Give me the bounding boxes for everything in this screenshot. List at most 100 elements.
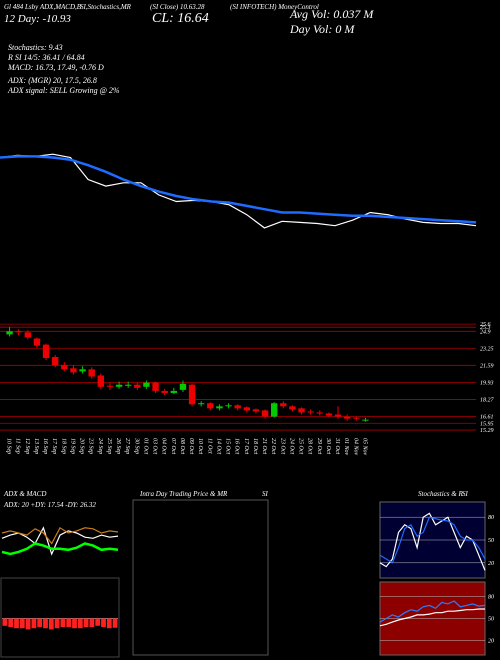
x-tick-label: 11 Sep <box>15 438 21 454</box>
x-tick-label: 19 Sep <box>69 438 75 454</box>
y-tick-label: 15.29 <box>480 428 494 434</box>
candle-body <box>298 408 305 413</box>
candle-body <box>179 383 187 390</box>
close-price: CL: 16.64 <box>152 11 209 26</box>
bar <box>112 618 118 628</box>
bar <box>72 618 77 629</box>
x-tick-label: 24 Oct <box>288 438 295 454</box>
bar <box>95 618 101 626</box>
y-tick-label: 25.6 <box>480 322 491 328</box>
x-tick-label: 23 Oct <box>279 438 285 454</box>
candle-body <box>334 414 342 417</box>
x-tick-label: 26 Sep <box>115 438 121 454</box>
bar <box>19 618 25 629</box>
panel-title: SI <box>462 490 469 498</box>
candle-body <box>61 365 68 370</box>
y-tick-label: 23.25 <box>480 346 494 352</box>
bar <box>54 618 60 629</box>
x-tick-label: 17 Sep <box>51 438 57 454</box>
candle-body <box>88 369 95 377</box>
line-series <box>1 526 119 556</box>
x-tick-label: 10 Oct <box>197 438 203 454</box>
bar <box>66 618 72 628</box>
info-line: ADX signal: SELL Growing @ 2% <box>7 86 120 95</box>
x-tick-label: 30 Oct <box>325 437 331 454</box>
candle-body <box>188 384 196 405</box>
bar <box>25 618 31 630</box>
y-tick-label: 16.61 <box>480 414 494 420</box>
y-tick-label: 20 <box>488 638 494 644</box>
line-series <box>0 155 477 224</box>
candle-body <box>79 369 86 372</box>
y-tick-label: 50 <box>488 538 494 544</box>
x-tick-label: 22 Oct <box>270 438 276 454</box>
line-series <box>379 512 486 571</box>
x-tick-label: 27 Sep <box>124 438 130 454</box>
x-tick-label: 03 Oct <box>152 438 158 454</box>
panel-frame <box>132 499 269 656</box>
candle-body <box>307 411 314 413</box>
x-tick-label: 17 Oct <box>243 438 249 454</box>
line-series <box>1 542 119 556</box>
bar <box>89 618 95 628</box>
header-text: Gl 484 Lsby ADX,MACD,B <box>4 3 82 11</box>
x-tick-label: 12 Sep <box>24 438 30 454</box>
panel-title: ADX & MACD <box>3 490 46 498</box>
bar <box>14 618 19 629</box>
info-line: R SI 14/5: 36.41 / 64.84 <box>7 53 85 62</box>
candle-body <box>33 338 41 346</box>
x-tick-label: 18 Oct <box>252 438 258 454</box>
candle-body <box>24 332 32 338</box>
candle-body <box>216 406 223 409</box>
header-text: SI,Stochastics,MR <box>80 3 132 11</box>
candle-body <box>197 403 205 405</box>
candle-body <box>234 405 241 409</box>
line-series <box>1 526 119 545</box>
x-tick-label: 07 Oct <box>170 438 176 454</box>
day-volume: Day Vol: 0 M <box>289 22 355 36</box>
x-tick-label: 14 Oct <box>215 438 222 454</box>
candle-body <box>289 406 296 410</box>
x-tick-label: 24 Sep <box>97 438 104 454</box>
candle-body <box>207 403 214 409</box>
candle-body <box>106 385 114 387</box>
bar <box>37 618 43 628</box>
x-tick-label: 08 Oct <box>179 438 185 454</box>
panel-frame <box>0 577 120 658</box>
y-tick-label: 80 <box>488 515 494 521</box>
candle-body <box>124 384 132 386</box>
bar <box>43 618 48 629</box>
bar <box>8 618 14 628</box>
x-tick-label: 13 Sep <box>33 438 39 454</box>
bar <box>106 618 112 629</box>
header-text: (SI INFOTECH) MoneyControl <box>230 3 319 11</box>
avg-volume: Avg Vol: 0.037 M <box>289 7 374 21</box>
candle-body <box>42 344 50 359</box>
x-tick-label: 10 Sep <box>6 438 12 454</box>
x-tick-label: 15 Oct <box>225 438 231 454</box>
bar <box>83 618 89 628</box>
x-tick-label: 01 Nov <box>343 438 349 456</box>
line-series <box>379 516 486 564</box>
y-tick-label: 25.3 <box>480 325 491 331</box>
candle-body <box>15 331 22 333</box>
bar <box>2 618 8 626</box>
x-tick-label: 20 Sep <box>79 438 85 454</box>
candle-body <box>134 384 141 388</box>
y-tick-label: 80 <box>488 595 494 601</box>
candle-body <box>353 417 360 419</box>
candle-body <box>243 407 251 411</box>
candle-body <box>152 382 159 391</box>
x-tick-label: 05 Nov <box>361 438 367 456</box>
x-tick-label: 28 Oct <box>307 438 313 454</box>
y-tick-label: 20 <box>488 561 494 567</box>
candle-body <box>170 390 178 393</box>
candle-body <box>280 403 287 407</box>
info-line: Stochastics: 9.43 <box>8 43 63 52</box>
candle-body <box>252 409 260 412</box>
bar <box>31 618 37 629</box>
panel-title: SI <box>262 490 269 498</box>
x-tick-label: 25 Oct <box>298 438 304 454</box>
candle-body <box>343 416 351 419</box>
